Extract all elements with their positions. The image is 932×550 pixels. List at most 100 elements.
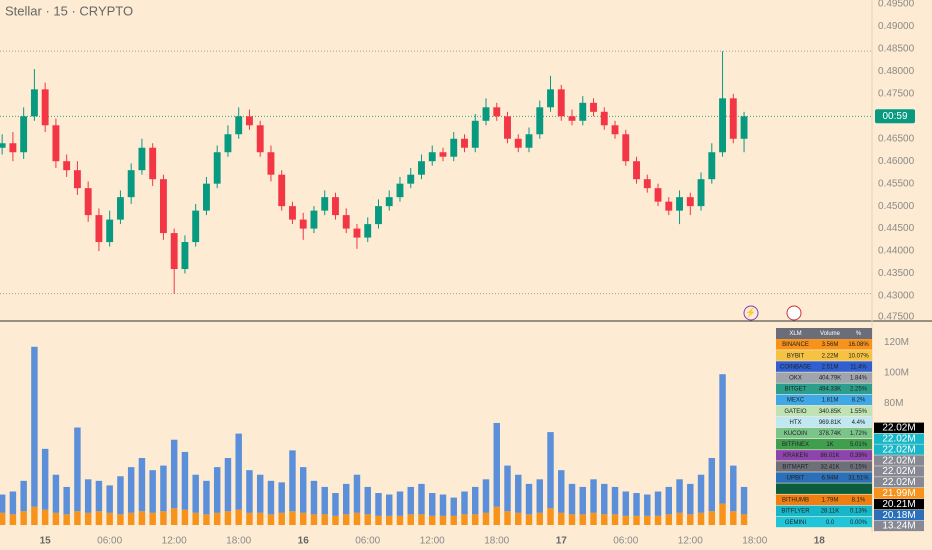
volume-bar [375,515,382,525]
volume-bar [267,514,275,525]
volume-bar [547,432,554,509]
volume-bar [687,483,694,515]
event-icon[interactable] [743,305,759,321]
table-cell: BINANCE [782,342,809,348]
x-tick-label: 17 [556,536,568,547]
candle-body [256,125,264,153]
volume-bar [601,514,608,525]
table-cell: 1.81M [822,398,839,404]
flag-icon[interactable] [786,305,802,321]
y-tick-label: 0.48500 [878,44,915,55]
volume-bar [52,474,60,513]
volume-bar [74,511,81,525]
volume-bar [224,457,232,512]
volume-bar [278,482,285,513]
volume-bar [63,486,70,515]
table-cell: 1.55% [850,409,868,415]
candle-body [579,102,587,121]
volume-bar [364,486,371,515]
candle-body [514,138,522,148]
volume-bar [149,470,156,513]
table-row-bg [776,361,872,372]
table-header: XLM [789,331,801,337]
volume-bar [224,511,232,525]
x-tick-label: 12:00 [420,536,445,547]
x-tick-label: 12:00 [162,536,187,547]
table-cell: 31.51% [848,475,869,481]
volume-bar [41,509,49,525]
candle-body [611,125,619,135]
table-cell: 8.2% [852,398,866,404]
volume-bar [461,514,468,525]
volume-bar [407,486,414,515]
volume-bar [601,483,608,515]
volume-bar [353,512,361,525]
volume-bar [63,514,70,525]
table-row-bg [776,372,872,383]
x-tick-label: 06:00 [613,536,638,547]
volume-bar [590,512,597,525]
volume-bar [450,515,457,525]
volume-bar [299,512,307,525]
volume-bar [622,491,630,516]
candle-body [203,183,210,211]
candle-body [138,147,146,171]
volume-bar [697,474,705,513]
volume-bar [160,465,167,512]
value-badge [874,455,924,466]
y-tick-label: 0.46000 [878,156,915,167]
y-tick-label: 80M [884,398,903,409]
volume-bar [95,511,103,525]
volume-bar [396,491,404,516]
volume-bar [278,512,285,525]
x-tick-label: 18 [814,536,826,547]
volume-bar [407,514,414,525]
x-tick-label: 06:00 [97,536,122,547]
volume-bar [9,491,17,515]
volume-bar [117,514,124,525]
volume-bar [299,467,307,513]
table-row-bg [776,483,872,494]
candle-body [525,134,533,148]
volume-bar [525,483,533,515]
volume-bar [138,511,146,525]
volume-bar [256,474,264,513]
volume-bar [654,491,662,516]
table-cell: COINBASE [780,364,811,370]
volume-bar [418,514,425,525]
table-cell: BITFLYER [781,509,810,515]
value-badge [874,466,924,477]
candle-body [30,89,38,117]
volume-bar [590,479,597,513]
volume-bar [740,514,748,525]
candle-body [52,125,60,162]
volume-bar [429,493,436,516]
candle-body [396,183,404,198]
volume-bar [547,508,554,525]
countdown-badge [875,109,915,124]
countdown-label: 00:59 [882,111,907,122]
volume-bar [536,512,543,525]
volume-bar [310,514,318,525]
volume-bar [375,493,382,516]
candle-body [622,134,630,162]
volume-bar [95,480,103,512]
value-badge [874,433,924,444]
table-cell: 3.56M [822,342,839,348]
value-badge-label: 22.02M [882,477,915,488]
candle-body [643,179,651,189]
table-cell: 1.72% [850,431,868,437]
volume-bar [450,497,457,516]
y-tick-label: 0.45500 [878,178,915,189]
candle-body [73,170,81,189]
volume-bar [429,515,436,525]
table-cell: 404.79K [819,376,841,382]
candle-body [428,152,436,162]
table-row-bg [776,405,872,417]
y-tick-label: 0.48000 [878,66,915,77]
y-tick-label: 0.49500 [878,0,915,10]
table-cell: 6.94M [822,475,839,481]
table-cell: 5.01% [850,442,868,448]
candle-body [557,89,565,117]
table-cell: BITFINEX [782,442,809,448]
